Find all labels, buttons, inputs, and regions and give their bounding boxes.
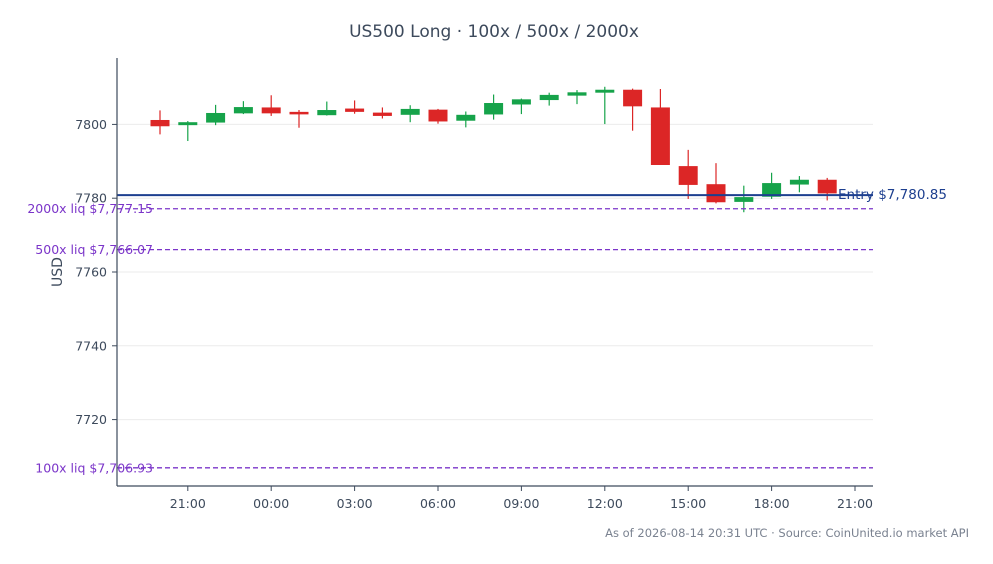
candle <box>484 94 504 120</box>
candle <box>817 177 837 201</box>
candle-body <box>511 99 531 105</box>
candle-body <box>623 89 643 107</box>
candle <box>345 100 365 114</box>
candle-body <box>206 112 226 123</box>
candle-body <box>650 107 670 165</box>
candle <box>595 86 615 125</box>
entry-label: Entry $7,780.85 <box>838 187 947 203</box>
x-tick-label: 00:00 <box>253 496 289 511</box>
candle <box>372 107 392 119</box>
liquidation-label: 100x liq $7,706.93 <box>35 460 153 475</box>
candle <box>650 88 670 165</box>
candle-body <box>539 94 559 101</box>
candle-body <box>762 183 782 197</box>
candle <box>734 185 754 213</box>
liquidation-label: 500x liq $7,766.07 <box>35 242 153 257</box>
candle <box>400 105 420 123</box>
candle-body <box>233 107 253 114</box>
x-tick-label: 06:00 <box>420 496 456 511</box>
candle-body <box>261 107 281 114</box>
candle <box>317 101 337 116</box>
candle <box>289 110 309 128</box>
candle <box>678 149 698 199</box>
candle <box>706 163 726 204</box>
candle <box>539 92 559 106</box>
y-tick-label: 7780 <box>75 191 107 206</box>
candle <box>206 104 226 126</box>
candle-body <box>706 184 726 203</box>
candle-body <box>345 108 365 112</box>
candle-body <box>289 111 309 115</box>
x-tick-label: 03:00 <box>337 496 373 511</box>
candle <box>567 90 587 105</box>
y-tick-label: 7760 <box>75 265 107 280</box>
candle-body <box>372 112 392 116</box>
y-axis-label: USD <box>50 257 66 287</box>
candle <box>623 88 643 131</box>
x-tick-label: 21:00 <box>170 496 206 511</box>
candles <box>150 86 837 213</box>
candle-body <box>428 109 448 122</box>
candle <box>150 110 170 135</box>
candle-body <box>567 92 587 96</box>
x-tick-label: 09:00 <box>503 496 539 511</box>
candle <box>233 101 253 115</box>
candle <box>511 98 531 115</box>
candle <box>261 95 281 116</box>
candle-body <box>595 89 615 93</box>
source-footer: As of 2026-08-14 20:31 UTC · Source: Coi… <box>605 526 969 540</box>
candle <box>789 176 809 193</box>
x-tick-label: 12:00 <box>587 496 623 511</box>
candle-body <box>400 108 420 115</box>
x-tick-label: 15:00 <box>670 496 706 511</box>
x-tick-label: 18:00 <box>754 496 790 511</box>
liquidation-label: 2000x liq $7,777.15 <box>27 201 153 216</box>
candle-body <box>789 179 809 185</box>
reference-lines: Entry $7,780.85 2000x liq $7,777.15 500x l… <box>27 187 947 475</box>
candle-body <box>456 114 476 121</box>
candle <box>178 121 198 142</box>
x-tick-label: 21:00 <box>837 496 873 511</box>
candle-body <box>678 166 698 185</box>
candle <box>428 108 448 124</box>
y-tick-label: 7720 <box>75 412 107 427</box>
candle-body <box>178 122 198 126</box>
axes: 7720 7740 7760 7780 7800 21:00 00:00 03:00 06:00… <box>75 58 873 511</box>
y-tick-label: 7800 <box>75 117 107 132</box>
y-tick-label: 7740 <box>75 338 107 353</box>
chart-title: US500 Long · 100x / 500x / 2000x <box>349 22 639 42</box>
candle <box>456 111 476 128</box>
candle-body <box>817 179 837 194</box>
candle-body <box>150 119 170 127</box>
candle-body <box>484 103 504 115</box>
candle-body <box>317 110 337 116</box>
grid-lines <box>117 123 873 421</box>
candle-body <box>734 197 754 202</box>
